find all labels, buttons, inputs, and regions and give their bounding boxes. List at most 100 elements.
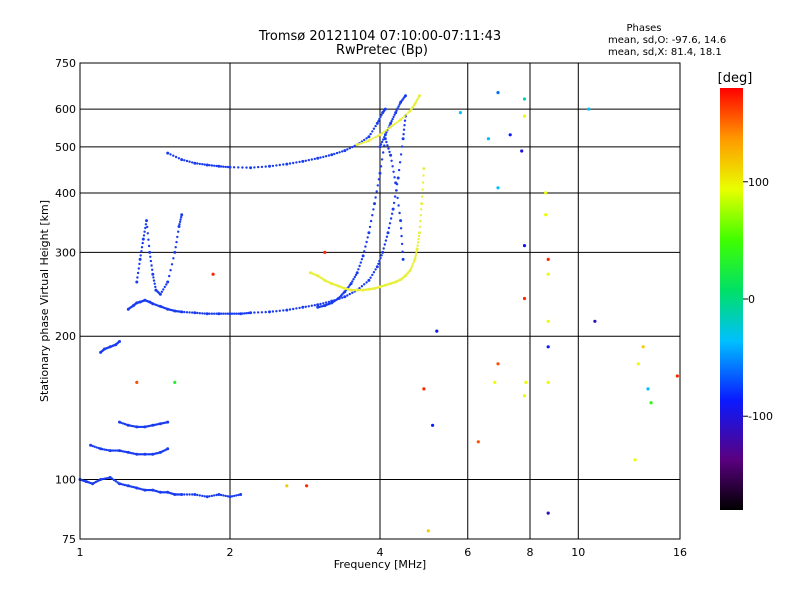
trace-point bbox=[154, 285, 157, 289]
trace-point bbox=[177, 230, 180, 233]
trace-point bbox=[420, 208, 423, 211]
scatter-point bbox=[486, 137, 490, 141]
trace-point bbox=[422, 167, 426, 171]
phases-x-stats: mean, sd,X: 81.4, 18.1 bbox=[608, 47, 722, 58]
trace-point bbox=[253, 311, 256, 314]
trace-point bbox=[235, 312, 238, 315]
trace-point bbox=[396, 196, 399, 200]
trace-point bbox=[185, 493, 189, 496]
trace-point bbox=[249, 166, 253, 170]
scatter-point bbox=[636, 362, 641, 366]
trace-point bbox=[183, 310, 186, 314]
trace-point bbox=[260, 165, 264, 169]
trace-point bbox=[292, 307, 295, 311]
trace-point bbox=[177, 225, 181, 228]
trace-point bbox=[383, 243, 386, 246]
trace-point bbox=[275, 310, 278, 313]
trace-point bbox=[174, 155, 178, 159]
trace-point bbox=[386, 231, 390, 235]
trace-point bbox=[313, 304, 316, 307]
trace-point bbox=[410, 267, 413, 270]
scatter-point bbox=[522, 114, 527, 118]
trace-point bbox=[193, 161, 197, 165]
trace-point bbox=[324, 155, 328, 158]
trace-point bbox=[282, 163, 285, 166]
trace-point bbox=[140, 246, 144, 249]
trace-point bbox=[395, 189, 398, 192]
scatter-point bbox=[323, 250, 327, 254]
phases-o-stats: mean, sd,O: -97.6, 14.6 bbox=[608, 35, 726, 46]
trace-point bbox=[203, 312, 206, 315]
trace-point bbox=[153, 282, 156, 285]
trace-point bbox=[228, 495, 232, 499]
trace-point bbox=[319, 156, 322, 159]
trace-O bbox=[135, 213, 184, 296]
trace-point bbox=[386, 144, 389, 147]
scatter-point bbox=[546, 319, 550, 323]
trace-point bbox=[103, 448, 106, 451]
trace-point bbox=[346, 294, 349, 297]
scatter-point bbox=[649, 401, 653, 405]
scatter-point bbox=[546, 511, 550, 515]
trace-point bbox=[201, 494, 204, 498]
scatter-point bbox=[496, 362, 500, 366]
trace-point bbox=[319, 302, 322, 306]
trace-point bbox=[217, 312, 221, 316]
trace-point bbox=[282, 309, 285, 312]
trace-point bbox=[395, 121, 398, 124]
trace-point bbox=[376, 184, 379, 187]
x-tick-label: 10 bbox=[571, 546, 585, 559]
trace-point bbox=[166, 280, 170, 284]
scatter-point bbox=[546, 345, 550, 349]
trace-point bbox=[226, 165, 229, 169]
x-axis-ticks: 1 2 4 6 8 10 16 bbox=[77, 546, 688, 559]
trace-point bbox=[375, 265, 379, 269]
trace-point bbox=[365, 281, 368, 284]
trace-point bbox=[393, 113, 396, 117]
trace-point bbox=[141, 237, 145, 241]
trace-point bbox=[278, 309, 281, 312]
trace-point bbox=[215, 493, 218, 497]
trace-point bbox=[268, 164, 271, 168]
trace-point bbox=[366, 236, 369, 239]
scatter-point bbox=[522, 244, 527, 248]
trace-point bbox=[397, 168, 401, 172]
trace-point bbox=[217, 164, 221, 168]
trace-point bbox=[335, 151, 339, 155]
trace-point bbox=[118, 340, 121, 343]
y-tick-label: 600 bbox=[55, 103, 76, 116]
trace-point bbox=[120, 449, 123, 453]
trace-point bbox=[249, 311, 253, 315]
trace-point bbox=[375, 190, 378, 193]
trace-point bbox=[243, 312, 246, 315]
trace-point bbox=[172, 257, 175, 260]
trace-point bbox=[245, 312, 248, 315]
trace-point bbox=[138, 453, 142, 456]
trace-point bbox=[219, 165, 223, 168]
trace-point bbox=[361, 254, 365, 258]
trace-point bbox=[114, 449, 118, 452]
trace-point bbox=[376, 134, 379, 138]
colorbar-label: [deg] bbox=[718, 71, 753, 86]
trace-point bbox=[95, 446, 98, 449]
trace-point bbox=[365, 140, 368, 143]
trace-point bbox=[163, 285, 166, 289]
trace-point bbox=[170, 263, 174, 266]
trace-point bbox=[147, 244, 151, 248]
trace-point bbox=[136, 271, 140, 275]
trace-point bbox=[143, 230, 146, 233]
trace-point bbox=[380, 140, 384, 144]
trace-point bbox=[363, 138, 366, 142]
trace-point bbox=[377, 120, 380, 123]
trace-point bbox=[348, 147, 351, 150]
trace-point bbox=[330, 153, 334, 157]
scatter-point bbox=[544, 213, 548, 217]
trace-point bbox=[149, 259, 153, 263]
trace-point bbox=[367, 231, 371, 235]
trace-point bbox=[172, 154, 175, 157]
trace-point bbox=[253, 166, 256, 169]
trace-point bbox=[178, 220, 182, 223]
trace-point bbox=[213, 494, 216, 497]
trace-point bbox=[392, 115, 395, 119]
